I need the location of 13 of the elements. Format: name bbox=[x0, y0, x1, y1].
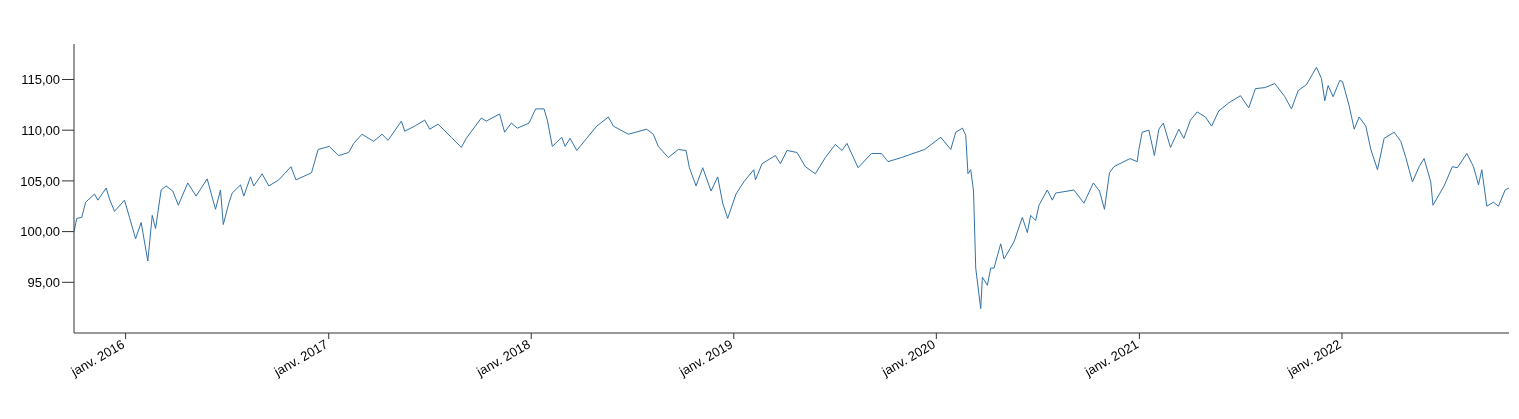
y-tick-label: 110,00 bbox=[21, 122, 60, 138]
y-tick-label: 115,00 bbox=[21, 72, 60, 88]
x-tick-label: janv. 2016 bbox=[67, 336, 128, 380]
y-tick-label: 95,00 bbox=[27, 274, 60, 290]
x-tick-label: janv. 2020 bbox=[878, 336, 938, 380]
x-tick-label: janv. 2017 bbox=[270, 336, 331, 380]
x-tick-label: janv. 2022 bbox=[1283, 336, 1344, 380]
y-tick-label: 100,00 bbox=[20, 224, 60, 240]
y-tick-label: 105,00 bbox=[20, 173, 60, 189]
x-tick-label: janv. 2018 bbox=[473, 336, 533, 380]
line-series bbox=[74, 66, 1509, 310]
x-tick-label: janv. 2019 bbox=[675, 336, 736, 380]
x-tick-label: janv. 2021 bbox=[1081, 336, 1141, 380]
